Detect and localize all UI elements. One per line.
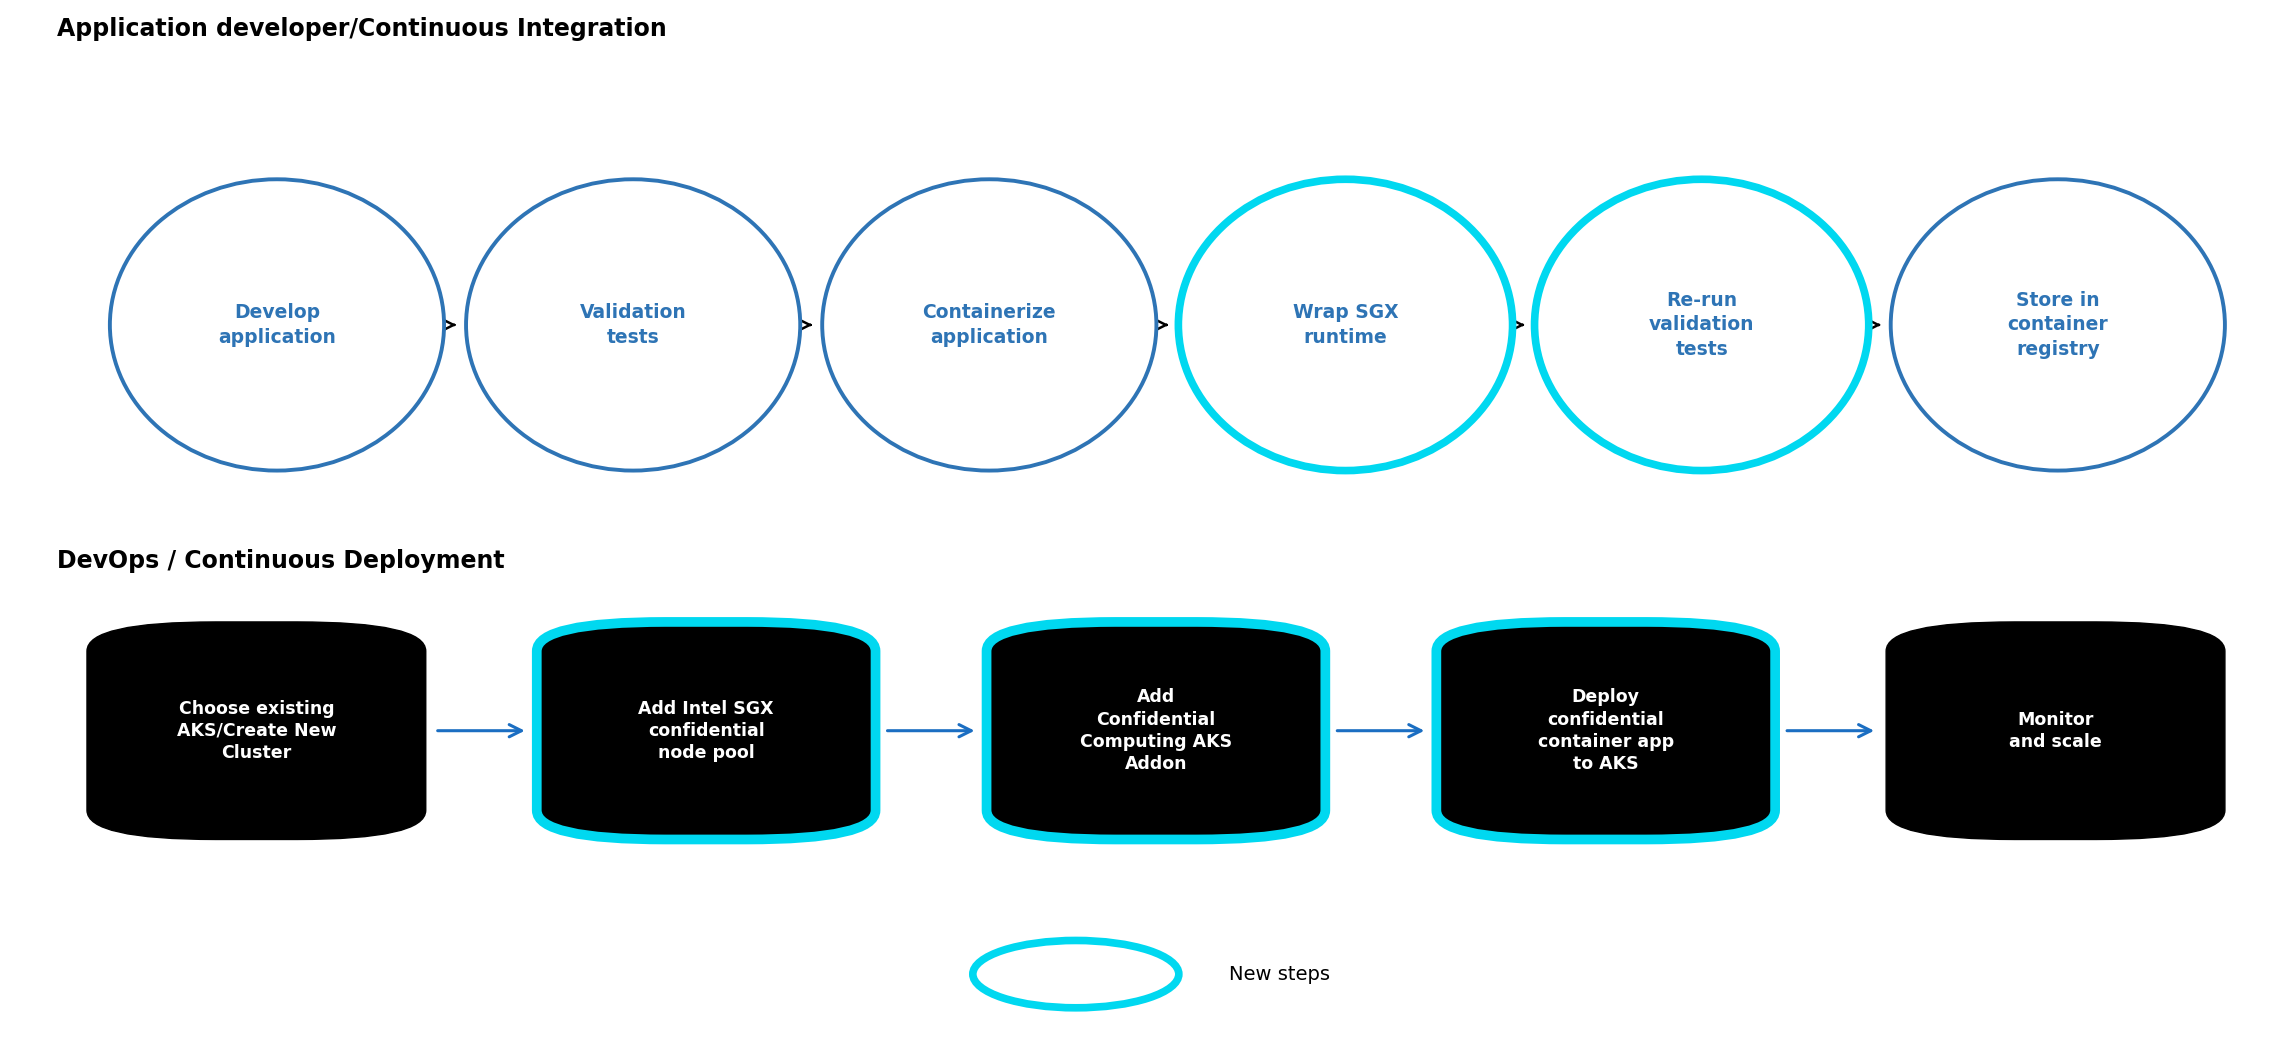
FancyBboxPatch shape [1437,622,1776,839]
FancyBboxPatch shape [536,622,874,839]
Ellipse shape [1534,180,1868,470]
FancyBboxPatch shape [1886,622,2225,839]
Text: Monitor
and scale: Monitor and scale [2010,710,2101,750]
Ellipse shape [467,180,801,470]
Text: Wrap SGX
runtime: Wrap SGX runtime [1293,303,1399,347]
FancyBboxPatch shape [987,622,1325,839]
Text: Add Intel SGX
confidential
node pool: Add Intel SGX confidential node pool [639,700,774,762]
Text: Develop
application: Develop application [217,303,336,347]
Text: Choose existing
AKS/Create New
Cluster: Choose existing AKS/Create New Cluster [176,700,336,762]
Text: Containerize
application: Containerize application [922,303,1055,347]
Text: Re-run
validation
tests: Re-run validation tests [1648,291,1753,358]
Text: Validation
tests: Validation tests [579,303,687,347]
Text: New steps: New steps [1229,965,1330,984]
Text: Store in
container
registry: Store in container registry [2007,291,2108,358]
Text: Deploy
confidential
container app
to AKS: Deploy confidential container app to AKS [1538,688,1673,773]
FancyBboxPatch shape [87,622,426,839]
Text: DevOps / Continuous Deployment: DevOps / Continuous Deployment [57,550,506,574]
Ellipse shape [822,180,1156,470]
Ellipse shape [110,180,444,470]
Ellipse shape [1891,180,2225,470]
Text: Add
Confidential
Computing AKS
Addon: Add Confidential Computing AKS Addon [1080,688,1231,773]
Ellipse shape [1179,180,1513,470]
Text: Application developer/Continuous Integration: Application developer/Continuous Integra… [57,17,666,41]
Ellipse shape [973,941,1179,1007]
